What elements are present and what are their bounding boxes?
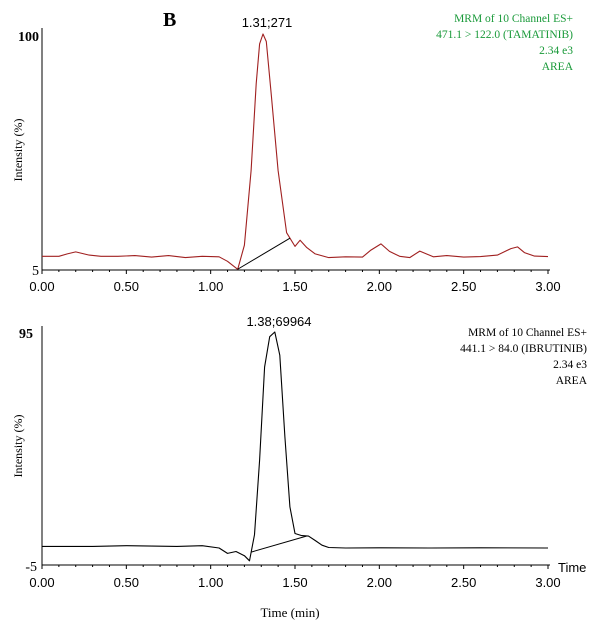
info-line-2: 441.1 > 84.0 (IBRUTINIB) (460, 343, 587, 355)
x-tick-label: 3.00 (535, 279, 560, 294)
integration-baseline (251, 535, 307, 553)
x-tick-label: 1.00 (198, 575, 223, 590)
x-axis-label: Time (min) (260, 605, 319, 620)
panel-ibrutinib: 1.38;69964 MRM of 10 Channel ES+ 441.1 >… (11, 314, 588, 590)
y-axis-label: Intensity (%) (11, 415, 25, 478)
y-axis-label: Intensity (%) (11, 119, 25, 182)
info-line-4: AREA (542, 61, 574, 73)
info-line-1: MRM of 10 Channel ES+ (454, 13, 573, 25)
panel-label: B (163, 9, 176, 31)
x-tick-label: 2.50 (451, 575, 476, 590)
chromatogram-trace (42, 33, 549, 270)
x-tick-label: 3.00 (535, 575, 560, 590)
peak-label: 1.31;271 (242, 15, 293, 30)
x-tick-label: 2.00 (367, 575, 392, 590)
integration-baseline (237, 237, 291, 270)
chromatogram-trace (42, 331, 549, 562)
info-line-4: AREA (556, 375, 588, 387)
y-tick-bottom: -5 (25, 560, 37, 575)
x-tick-label: 1.50 (282, 575, 307, 590)
x-tick-label: 1.50 (282, 279, 307, 294)
x-tick-label: 0.50 (114, 279, 139, 294)
x-end-label: Time (558, 560, 586, 575)
panel-tamatinib: 1.31;271 MRM of 10 Channel ES+ 471.1 > 1… (11, 13, 574, 294)
x-tick-label: 2.50 (451, 279, 476, 294)
x-tick-label: 2.00 (367, 279, 392, 294)
y-tick-top: 100 (18, 30, 39, 45)
info-line-1: MRM of 10 Channel ES+ (468, 327, 587, 339)
info-line-3: 2.34 e3 (553, 359, 587, 371)
info-line-2: 471.1 > 122.0 (TAMATINIB) (436, 29, 573, 41)
x-tick-label: 0.00 (29, 279, 54, 294)
x-tick-label: 0.00 (29, 575, 54, 590)
y-tick-top: 95 (19, 327, 33, 342)
info-line-3: 2.34 e3 (539, 45, 573, 57)
y-tick-bottom: 5 (32, 264, 39, 279)
peak-label: 1.38;69964 (246, 314, 311, 329)
x-tick-label: 0.50 (114, 575, 139, 590)
x-tick-label: 1.00 (198, 279, 223, 294)
